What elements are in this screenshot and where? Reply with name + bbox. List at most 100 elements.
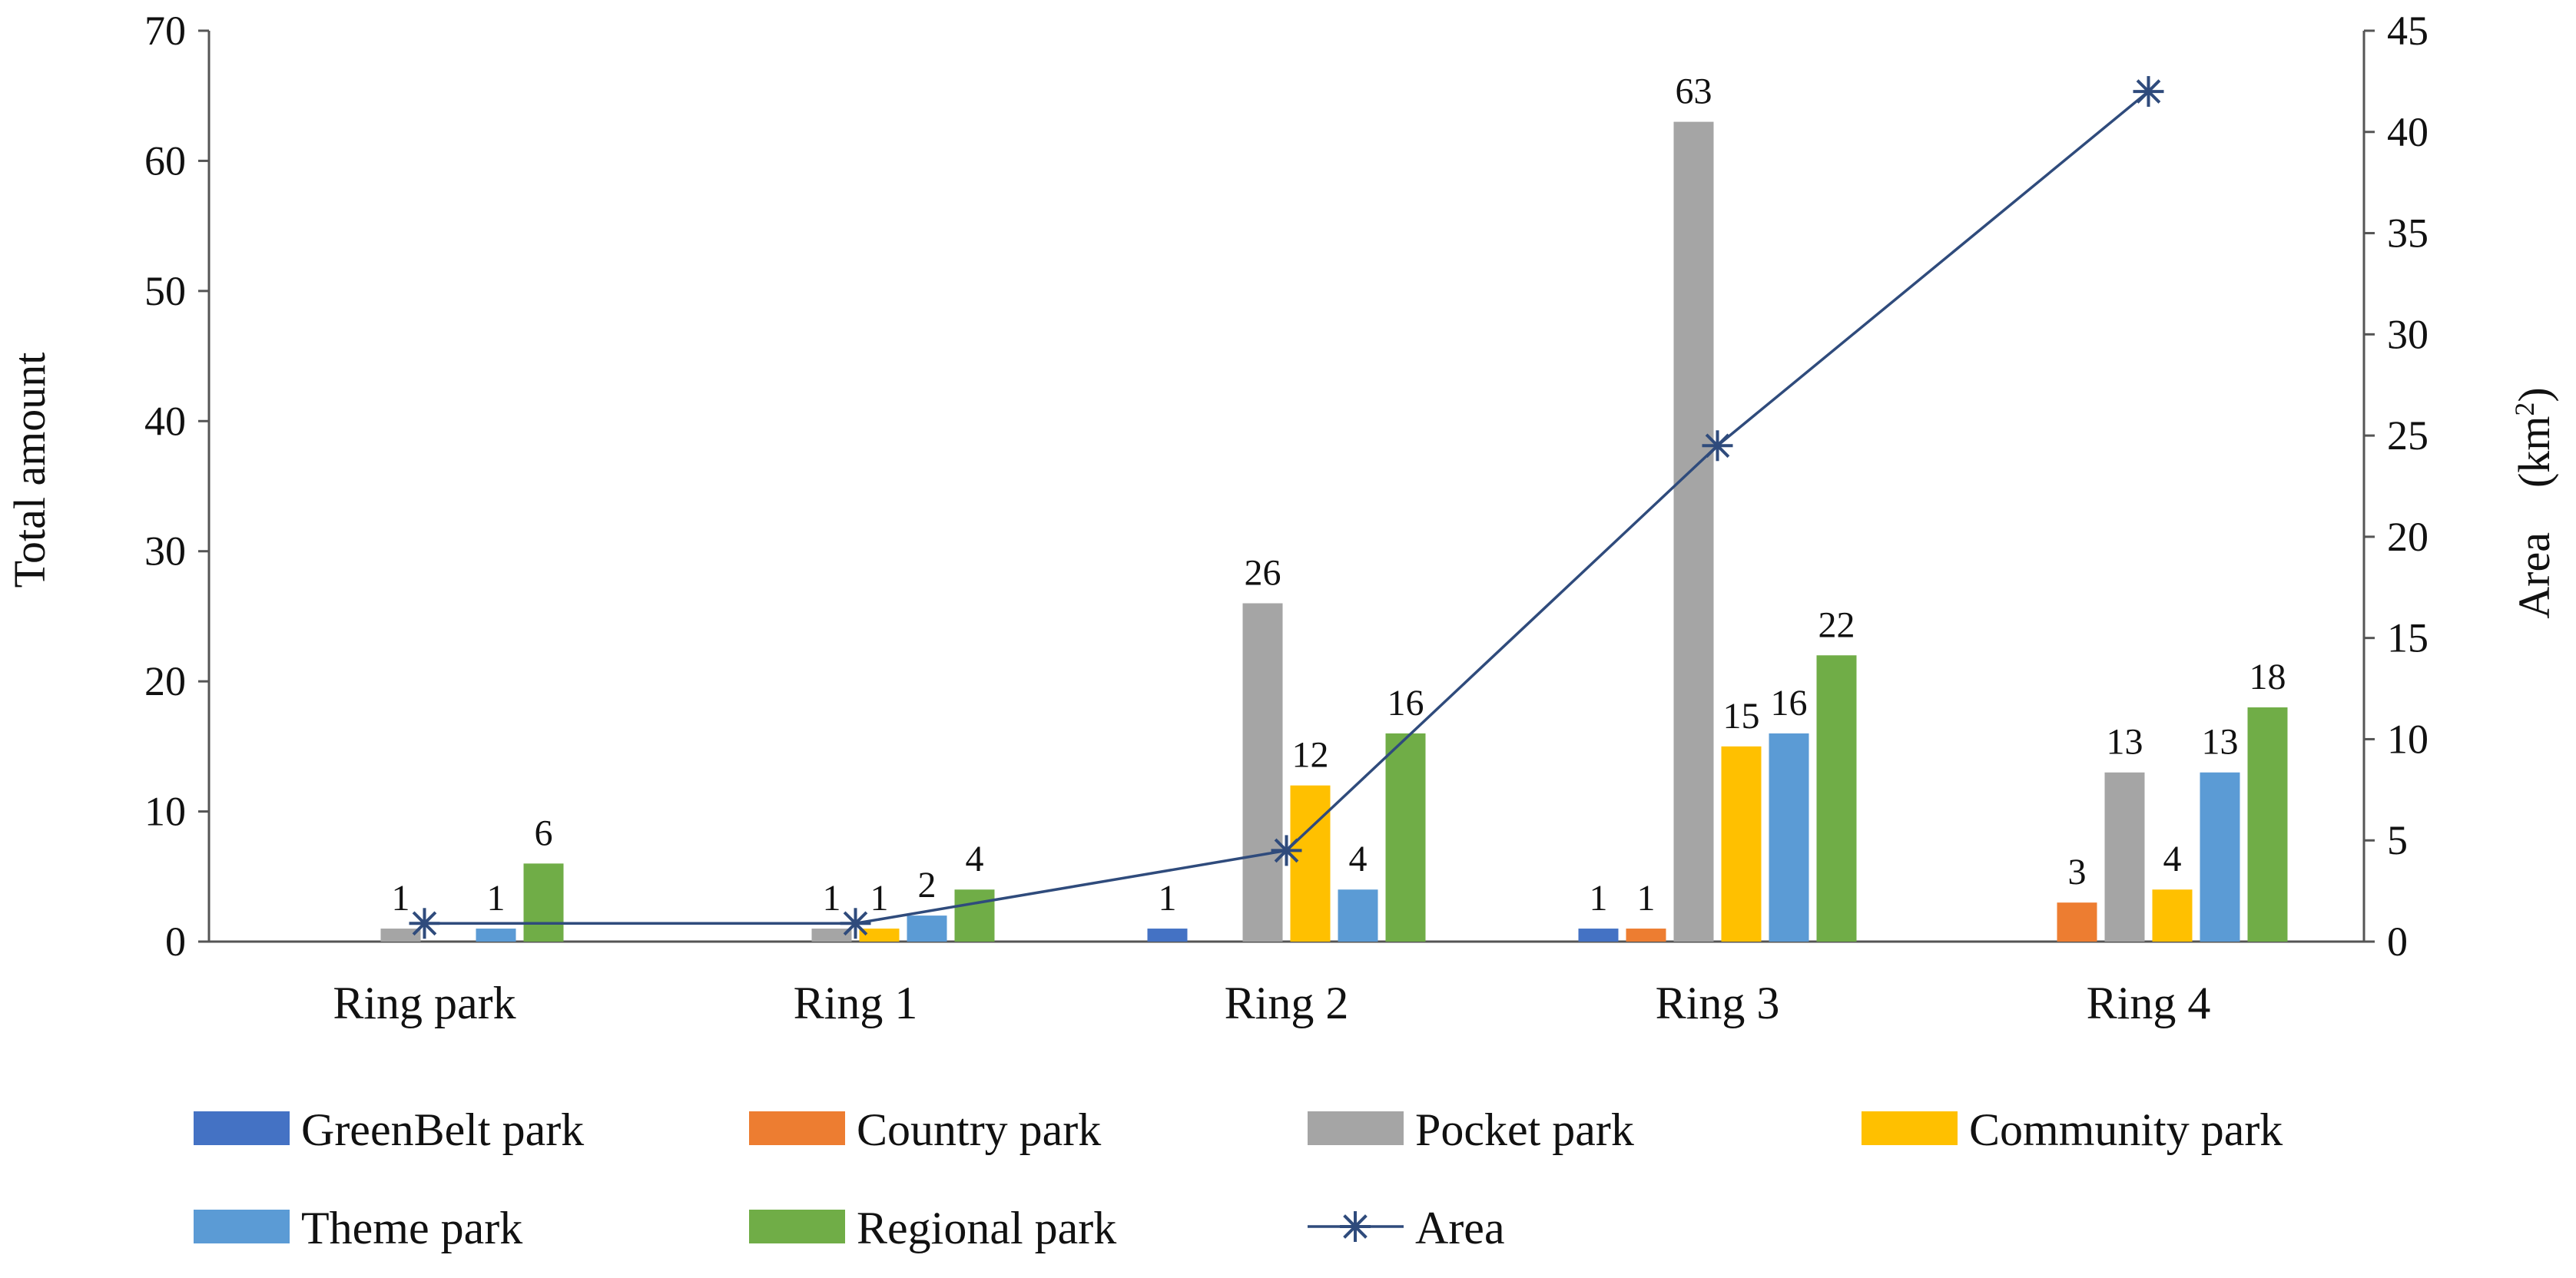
legend-label: Regional park	[857, 1203, 1116, 1253]
legend-swatch	[749, 1210, 845, 1243]
area-point	[1702, 430, 1733, 462]
bar-data-label: 1	[487, 878, 506, 919]
bar-data-label: 4	[2163, 839, 2182, 879]
legend-swatch	[194, 1210, 290, 1243]
bar-data-label: 1	[870, 878, 889, 919]
bar-country-park	[2057, 902, 2097, 942]
bar-regional-park	[523, 863, 564, 942]
legend-label: Area	[1415, 1203, 1505, 1253]
area-line	[409, 76, 2164, 939]
bar-theme-park	[907, 915, 947, 942]
bar-pocket-park	[1242, 603, 1283, 942]
area-point	[409, 908, 440, 939]
bar-data-label: 22	[1818, 604, 1855, 645]
legend-item-country-park: Country park	[749, 1104, 1101, 1155]
left-tick-label: 50	[144, 268, 186, 314]
bar-data-label: 1	[392, 878, 410, 919]
right-tick-label: 10	[2387, 716, 2428, 762]
bar-data-label: 26	[1245, 552, 1281, 593]
legend-swatch	[1862, 1111, 1958, 1145]
area-point	[1271, 835, 1302, 866]
right-tick-label: 45	[2387, 8, 2428, 54]
category-label: Ring 2	[1225, 978, 1349, 1028]
bar-data-label: 4	[966, 839, 984, 879]
bar-data-label: 1	[1590, 878, 1608, 919]
left-tick-label: 0	[165, 919, 186, 965]
bar-country-park	[1626, 929, 1666, 942]
right-tick-label: 35	[2387, 210, 2428, 257]
category-label: Ring park	[333, 978, 516, 1028]
bar-data-label: 2	[918, 865, 937, 906]
bar-regional-park	[1816, 655, 1857, 942]
bar-data-label: 15	[1723, 696, 1760, 737]
right-tick-label: 20	[2387, 514, 2428, 560]
legend-swatch	[749, 1111, 845, 1145]
axes	[207, 31, 2365, 943]
left-tick-label: 40	[144, 398, 186, 444]
legend-label: GreenBelt park	[301, 1104, 584, 1155]
bar-theme-park	[2200, 772, 2240, 942]
bar-pocket-park	[1673, 121, 1714, 942]
bar-theme-park	[1338, 889, 1378, 942]
category-label: Ring 3	[1656, 978, 1780, 1028]
bar-greenbelt-park	[1578, 929, 1619, 942]
right-tick-label: 30	[2387, 311, 2428, 357]
legend-item-theme-park: Theme park	[194, 1203, 522, 1253]
left-tick-label: 20	[144, 658, 186, 704]
right-tick-label: 25	[2387, 412, 2428, 459]
category-labels: Ring park Ring 1 Ring 2 Ring 3 Ring 4	[333, 978, 2210, 1028]
right-tick-label: 15	[2387, 615, 2428, 661]
legend-label: Community park	[1969, 1104, 2283, 1155]
category-label: Ring 4	[2087, 978, 2211, 1028]
bar-data-label: 3	[2068, 852, 2087, 892]
right-tick-label: 5	[2387, 817, 2408, 863]
area-point	[840, 908, 871, 939]
bar-data-label: 12	[1292, 735, 1329, 776]
bar-data-label: 4	[1349, 839, 1368, 879]
left-tick-label: 70	[144, 8, 186, 54]
bar-regional-park	[1385, 733, 1426, 942]
bar-greenbelt-park	[1147, 929, 1188, 942]
bar-regional-park	[2247, 707, 2288, 942]
legend-swatch	[194, 1111, 290, 1145]
legend-label: Pocket park	[1415, 1104, 1634, 1155]
left-tick-label: 30	[144, 528, 186, 574]
bar-community-park	[2152, 889, 2193, 942]
bar-community-park	[859, 929, 900, 942]
bar-pocket-park	[380, 929, 421, 942]
bar-community-park	[1721, 746, 1762, 942]
category-label: Ring 1	[794, 978, 918, 1028]
right-axis-ticks: 0 5 10 15 20 25 30 35 40 45	[2364, 8, 2428, 965]
legend-item-regional-park: Regional park	[749, 1203, 1116, 1253]
legend-label: Theme park	[301, 1203, 522, 1253]
area-line-path	[424, 90, 2150, 925]
bar-data-label: 63	[1676, 71, 1712, 112]
bar-data-label: 18	[2249, 657, 2286, 697]
bar-data-label: 6	[535, 813, 553, 853]
bar-data-label: 1	[1159, 878, 1177, 919]
bar-data-label: 16	[1771, 683, 1808, 723]
bar-data-label: 16	[1387, 683, 1424, 723]
legend-item-community-park: Community park	[1862, 1104, 2283, 1155]
right-tick-label: 40	[2387, 109, 2428, 155]
bar-regional-park	[954, 889, 995, 942]
legend-marker	[1340, 1211, 1371, 1242]
left-axis-title: Total amount	[5, 353, 55, 588]
left-tick-label: 60	[144, 137, 186, 184]
bar-theme-park	[1769, 733, 1809, 942]
bar-data-label: 13	[2202, 722, 2239, 763]
bar-community-park	[1290, 785, 1331, 942]
legend-item-greenbelt-park: GreenBelt park	[194, 1104, 584, 1155]
bar-theme-park	[476, 929, 516, 942]
right-tick-label: 0	[2387, 919, 2408, 965]
legend-item-area: Area	[1308, 1203, 1505, 1253]
legend-swatch	[1308, 1111, 1404, 1145]
legend-label: Country park	[857, 1104, 1101, 1155]
bar-data-label: 1	[1637, 878, 1656, 919]
area-point	[2133, 76, 2164, 108]
bar-pocket-park	[2104, 772, 2145, 942]
bar-data-label: 13	[2107, 722, 2143, 763]
bar-pocket-park	[811, 929, 852, 942]
